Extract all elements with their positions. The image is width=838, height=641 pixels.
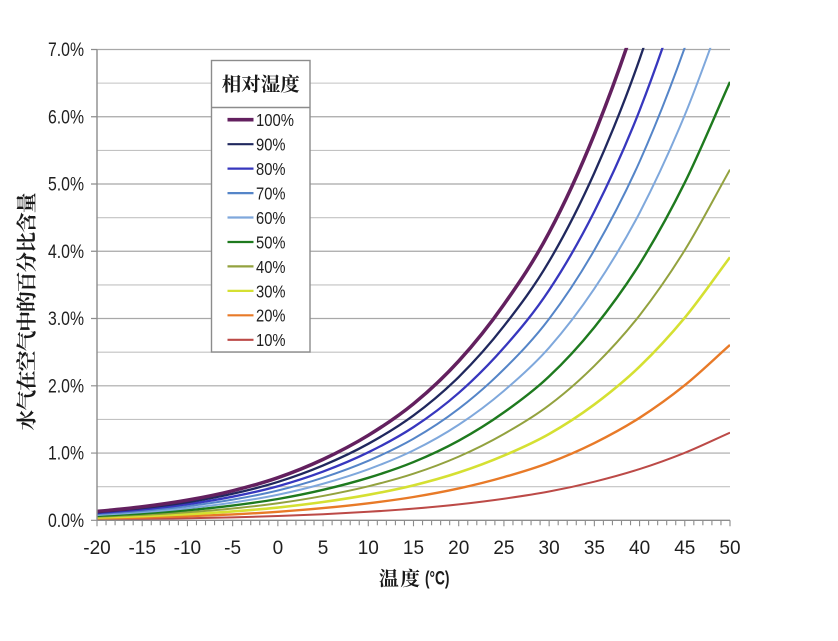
svg-text:25: 25 [493,538,514,559]
svg-text:35: 35 [584,538,605,559]
svg-text:60%: 60% [256,208,286,228]
svg-text:80%: 80% [256,159,286,179]
svg-text:6.0%: 6.0% [48,107,84,128]
svg-text:45: 45 [674,538,695,559]
svg-text:40: 40 [629,538,650,559]
svg-text:-10: -10 [174,538,201,559]
svg-text:3.0%: 3.0% [48,309,84,330]
svg-text:10: 10 [358,538,379,559]
svg-text:-20: -20 [83,538,110,559]
svg-text:(°C): (°C) [425,569,450,590]
svg-text:5.0%: 5.0% [48,175,84,196]
svg-text:10%: 10% [256,330,286,350]
svg-text:90%: 90% [256,135,286,155]
svg-text:70%: 70% [256,184,286,204]
svg-text:7.0%: 7.0% [48,40,84,61]
svg-text:30: 30 [539,538,560,559]
svg-text:50%: 50% [256,232,286,252]
svg-text:20: 20 [448,538,469,559]
svg-text:1.0%: 1.0% [48,444,84,465]
svg-text:20%: 20% [256,306,286,326]
svg-text:15: 15 [403,538,424,559]
svg-text:-15: -15 [128,538,155,559]
svg-text:5: 5 [318,538,329,559]
svg-text:0.0%: 0.0% [48,511,84,532]
svg-text:30%: 30% [256,281,286,301]
svg-text:0: 0 [273,538,284,559]
svg-text:40%: 40% [256,257,286,277]
svg-text:50: 50 [719,538,740,559]
svg-text:100%: 100% [256,110,294,130]
svg-text:-5: -5 [224,538,241,559]
svg-text:4.0%: 4.0% [48,242,84,263]
svg-text:2.0%: 2.0% [48,376,84,397]
